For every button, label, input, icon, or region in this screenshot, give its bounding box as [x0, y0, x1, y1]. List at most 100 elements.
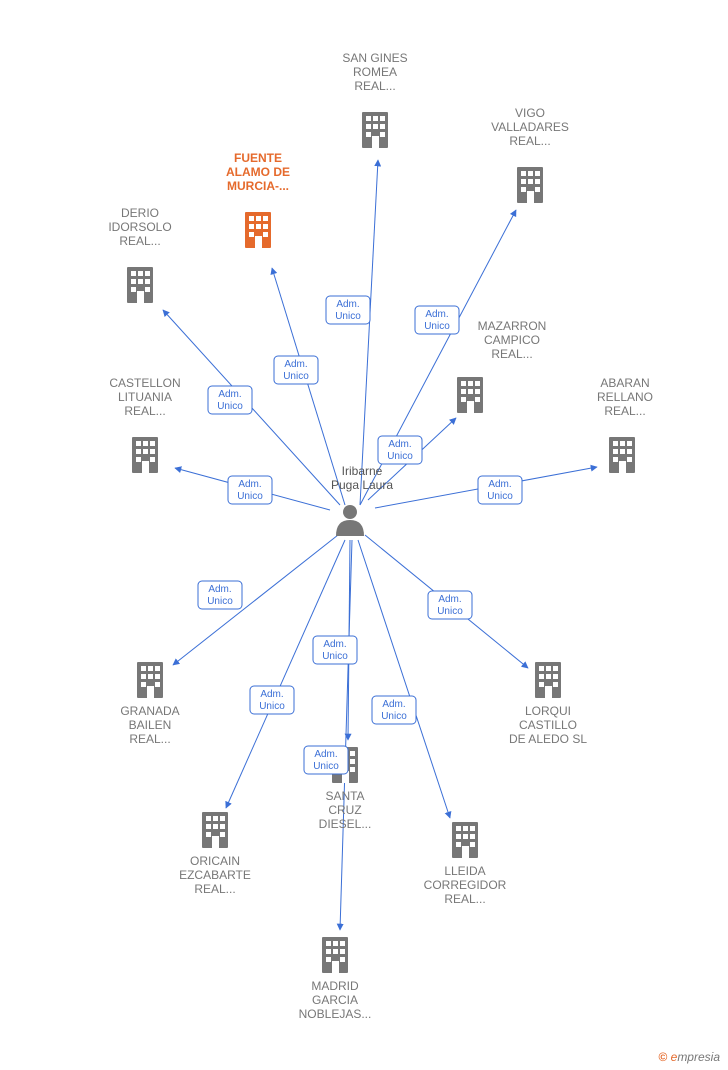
company-label-line: CASTELLON [109, 376, 180, 390]
company-node-granada [137, 662, 163, 698]
building-icon [535, 662, 561, 698]
edge [358, 540, 450, 818]
company-label-line: ROMEA [353, 65, 397, 79]
company-label-line: IDORSOLO [108, 220, 171, 234]
edge-label-text: Adm. [284, 359, 307, 370]
company-label-line: CRUZ [328, 803, 361, 817]
edge-label-text: Unico [335, 311, 361, 322]
edge-label-text: Adm. [382, 699, 405, 710]
edge-label-text: Unico [217, 401, 243, 412]
company-node-vigo [517, 167, 543, 203]
company-label-line: DE ALEDO SL [509, 732, 587, 746]
edge-label-text: Adm. [208, 584, 231, 595]
company-label-line: CORREGIDOR [424, 878, 507, 892]
company-label-line: GARCIA [312, 993, 358, 1007]
company-node-lorqui [535, 662, 561, 698]
company-label-line: EZCABARTE [179, 868, 251, 882]
brand-rest: mpresia [677, 1050, 720, 1064]
edge-label-text: Unico [487, 491, 513, 502]
company-label-line: REAL... [124, 404, 165, 418]
company-label-line: FUENTE [234, 151, 282, 165]
center-person [336, 505, 364, 536]
company-label-line: MURCIA-... [227, 179, 289, 193]
company-label-line: REAL... [604, 404, 645, 418]
company-label-line: REAL... [129, 732, 170, 746]
company-node-derio [127, 267, 153, 303]
company-label-line: VIGO [515, 106, 545, 120]
company-label-line: ABARAN [600, 376, 649, 390]
edge-label-text: Adm. [438, 594, 461, 605]
center-label-line: Iribarne [342, 464, 383, 478]
person-icon [336, 505, 364, 536]
company-label-line: MAZARRON [478, 319, 547, 333]
edge-label-text: Unico [381, 711, 407, 722]
company-node-castellon [132, 437, 158, 473]
edge-label-text: Unico [259, 701, 285, 712]
building-icon [457, 377, 483, 413]
building-icon [132, 437, 158, 473]
edge-label-text: Unico [283, 371, 309, 382]
edge-label-text: Unico [387, 451, 413, 462]
company-node-lleida [452, 822, 478, 858]
company-label-line: ORICAIN [190, 854, 240, 868]
edge-label-text: Unico [207, 596, 233, 607]
company-label-line: BAILEN [129, 718, 172, 732]
edge-label-text: Unico [437, 606, 463, 617]
edge-label-text: Unico [424, 321, 450, 332]
edge-label-text: Adm. [425, 309, 448, 320]
company-label-line: GRANADA [120, 704, 179, 718]
building-icon [452, 822, 478, 858]
company-node-sangines [362, 112, 388, 148]
company-label-line: REAL... [194, 882, 235, 896]
edge-label-text: Unico [322, 651, 348, 662]
edge [340, 540, 352, 930]
company-node-fuente [245, 212, 271, 248]
company-label-line: REAL... [444, 892, 485, 906]
company-label-line: REAL... [119, 234, 160, 248]
company-node-madrid [322, 937, 348, 973]
company-label-line: MADRID [311, 979, 359, 993]
company-node-mazarron [457, 377, 483, 413]
edge-label-text: Adm. [388, 439, 411, 450]
company-label-line: SAN GINES [342, 51, 407, 65]
company-node-oricain [202, 812, 228, 848]
company-label-line: LLEIDA [444, 864, 485, 878]
company-label-line: CAMPICO [484, 333, 540, 347]
building-icon [137, 662, 163, 698]
edge-label-text: Unico [237, 491, 263, 502]
company-label-line: NOBLEJAS... [299, 1007, 372, 1021]
network-diagram: SAN GINESROMEAREAL...VIGOVALLADARESREAL.… [0, 0, 728, 1070]
company-label-line: RELLANO [597, 390, 653, 404]
company-label-line: LORQUI [525, 704, 571, 718]
building-icon [362, 112, 388, 148]
company-label-line: REAL... [354, 79, 395, 93]
edge-label-text: Adm. [488, 479, 511, 490]
edge-label-text: Adm. [238, 479, 261, 490]
building-icon [245, 212, 271, 248]
edge-label-text: Adm. [260, 689, 283, 700]
edge-label-text: Adm. [314, 749, 337, 760]
building-icon [127, 267, 153, 303]
company-label-line: ALAMO DE [226, 165, 290, 179]
building-icon [609, 437, 635, 473]
footer-credit: © empresia [658, 1050, 720, 1064]
edge-label-text: Adm. [323, 639, 346, 650]
edge [360, 160, 378, 505]
company-label-line: CASTILLO [519, 718, 577, 732]
company-label-line: VALLADARES [491, 120, 569, 134]
company-label-line: DERIO [121, 206, 159, 220]
building-icon [322, 937, 348, 973]
company-label-line: REAL... [491, 347, 532, 361]
company-node-abaran [609, 437, 635, 473]
company-label-line: DIESEL... [319, 817, 372, 831]
building-icon [517, 167, 543, 203]
copyright-symbol: © [658, 1050, 667, 1064]
company-label-line: SANTA [325, 789, 364, 803]
edge-label-text: Adm. [336, 299, 359, 310]
center-label-line: Puga Laura [331, 478, 393, 492]
edge-label-text: Adm. [218, 389, 241, 400]
company-label-line: REAL... [509, 134, 550, 148]
edge-label-text: Unico [313, 761, 339, 772]
company-label-line: LITUANIA [118, 390, 172, 404]
building-icon [202, 812, 228, 848]
